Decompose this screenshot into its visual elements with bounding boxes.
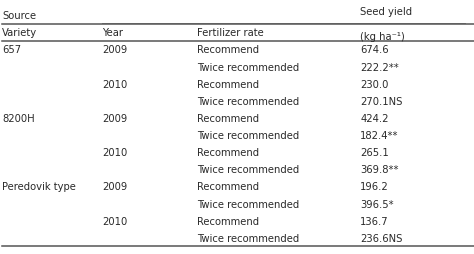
Text: Recommend: Recommend — [197, 182, 259, 192]
Text: Twice recommended: Twice recommended — [197, 131, 299, 140]
Text: 2010: 2010 — [102, 80, 127, 89]
Text: Recommend: Recommend — [197, 114, 259, 123]
Text: Twice recommended: Twice recommended — [197, 233, 299, 243]
Text: 270.1NS: 270.1NS — [360, 97, 402, 106]
Text: Recommend: Recommend — [197, 80, 259, 89]
Text: 2010: 2010 — [102, 216, 127, 226]
Text: 369.8**: 369.8** — [360, 165, 399, 174]
Text: 674.6: 674.6 — [360, 45, 389, 55]
Text: 424.2: 424.2 — [360, 114, 389, 123]
Text: (kg ha⁻¹): (kg ha⁻¹) — [360, 32, 405, 42]
Text: 2010: 2010 — [102, 148, 127, 157]
Text: Peredovik type: Peredovik type — [2, 182, 76, 192]
Text: Twice recommended: Twice recommended — [197, 199, 299, 209]
Text: 2009: 2009 — [102, 45, 127, 55]
Text: 182.4**: 182.4** — [360, 131, 399, 140]
Text: 657: 657 — [2, 45, 21, 55]
Text: Recommend: Recommend — [197, 216, 259, 226]
Text: Year: Year — [102, 28, 123, 38]
Text: Twice recommended: Twice recommended — [197, 97, 299, 106]
Text: Seed yield: Seed yield — [360, 7, 412, 17]
Text: Recommend: Recommend — [197, 45, 259, 55]
Text: 2009: 2009 — [102, 114, 127, 123]
Text: 230.0: 230.0 — [360, 80, 389, 89]
Text: 222.2**: 222.2** — [360, 62, 399, 72]
Text: 236.6NS: 236.6NS — [360, 233, 402, 243]
Text: Twice recommended: Twice recommended — [197, 165, 299, 174]
Text: Source: Source — [2, 11, 36, 21]
Text: 396.5*: 396.5* — [360, 199, 394, 209]
Text: Variety: Variety — [2, 28, 37, 38]
Text: Twice recommended: Twice recommended — [197, 62, 299, 72]
Text: 265.1: 265.1 — [360, 148, 389, 157]
Text: Recommend: Recommend — [197, 148, 259, 157]
Text: 2009: 2009 — [102, 182, 127, 192]
Text: 136.7: 136.7 — [360, 216, 389, 226]
Text: 8200H: 8200H — [2, 114, 35, 123]
Text: 196.2: 196.2 — [360, 182, 389, 192]
Text: Fertilizer rate: Fertilizer rate — [197, 28, 264, 38]
